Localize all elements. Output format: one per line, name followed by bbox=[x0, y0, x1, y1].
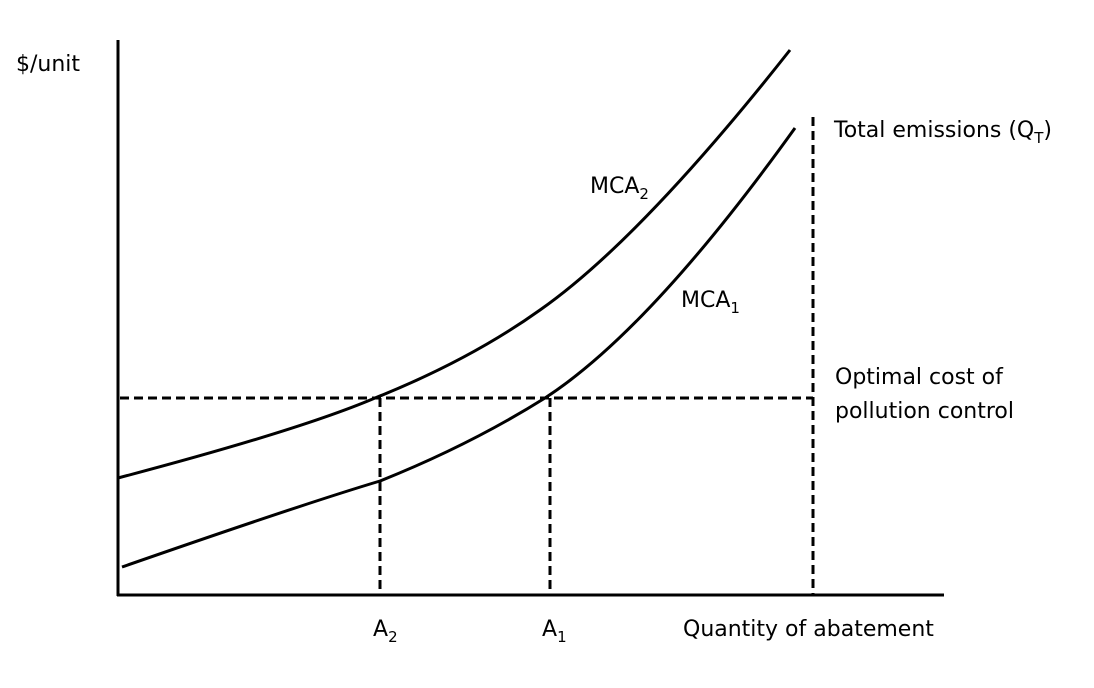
a2-tick-base: A bbox=[373, 617, 388, 642]
optimal-cost-line1: Optimal cost of bbox=[835, 365, 1004, 390]
optimal-cost-line2: pollution control bbox=[835, 399, 1014, 424]
mca1-label: MCA1 bbox=[681, 288, 740, 317]
total-emissions-sub: T bbox=[1033, 129, 1044, 147]
mca2-label-base: MCA bbox=[590, 174, 639, 199]
a2-tick-label: A2 bbox=[373, 617, 398, 646]
mca2-label: MCA2 bbox=[590, 174, 649, 203]
a2-tick-sub: 2 bbox=[388, 628, 398, 646]
mca2-curve bbox=[117, 49, 792, 480]
mca1-label-sub: 1 bbox=[730, 299, 740, 317]
mca1-label-base: MCA bbox=[681, 288, 730, 313]
total-emissions-label: Total emissions (QT) bbox=[833, 118, 1052, 147]
x-axis-label: Quantity of abatement bbox=[683, 617, 934, 642]
mca2-label-sub: 2 bbox=[639, 185, 649, 203]
total-emissions-text: Total emissions (Q bbox=[833, 118, 1034, 143]
y-axis-label: $/unit bbox=[16, 52, 80, 77]
total-emissions-close: ) bbox=[1043, 118, 1052, 143]
mca1-curve bbox=[121, 127, 797, 569]
a1-tick-base: A bbox=[542, 617, 557, 642]
a1-tick-label: A1 bbox=[542, 617, 567, 646]
a1-tick-sub: 1 bbox=[557, 628, 567, 646]
